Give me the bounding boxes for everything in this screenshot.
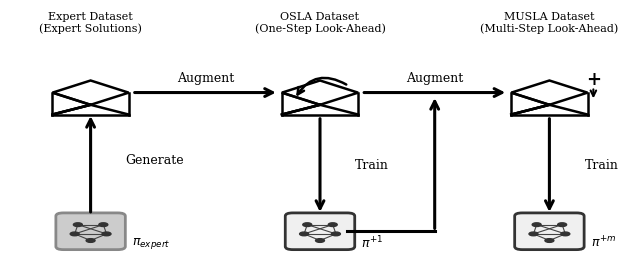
Circle shape [99,223,108,226]
Text: OSLA Dataset
(One-Step Look-Ahead): OSLA Dataset (One-Step Look-Ahead) [255,12,385,34]
Text: $\pi^{+1}$: $\pi^{+1}$ [362,235,383,252]
Circle shape [332,232,340,236]
Text: +: + [586,72,601,89]
Text: Expert Dataset
(Expert Solutions): Expert Dataset (Expert Solutions) [39,12,142,34]
Circle shape [328,223,337,226]
Circle shape [303,223,312,226]
FancyBboxPatch shape [515,213,584,250]
Text: $\pi^{+m}$: $\pi^{+m}$ [591,235,616,251]
Circle shape [561,232,570,236]
Circle shape [545,239,554,242]
Text: Train: Train [584,159,618,172]
FancyBboxPatch shape [285,213,355,250]
Text: Augment: Augment [177,72,234,85]
Circle shape [300,232,308,236]
Text: $\pi_{expert}$: $\pi_{expert}$ [132,236,170,251]
Circle shape [529,232,538,236]
Circle shape [557,223,566,226]
Text: MUSLA Dataset
(Multi-Step Look-Ahead): MUSLA Dataset (Multi-Step Look-Ahead) [480,12,618,34]
Text: Train: Train [355,159,389,172]
Text: Augment: Augment [406,72,463,85]
Circle shape [70,232,79,236]
Circle shape [532,223,541,226]
Circle shape [102,232,111,236]
FancyBboxPatch shape [56,213,125,250]
Circle shape [74,223,83,226]
Circle shape [316,239,324,242]
Text: Generate: Generate [125,154,184,167]
Circle shape [86,239,95,242]
